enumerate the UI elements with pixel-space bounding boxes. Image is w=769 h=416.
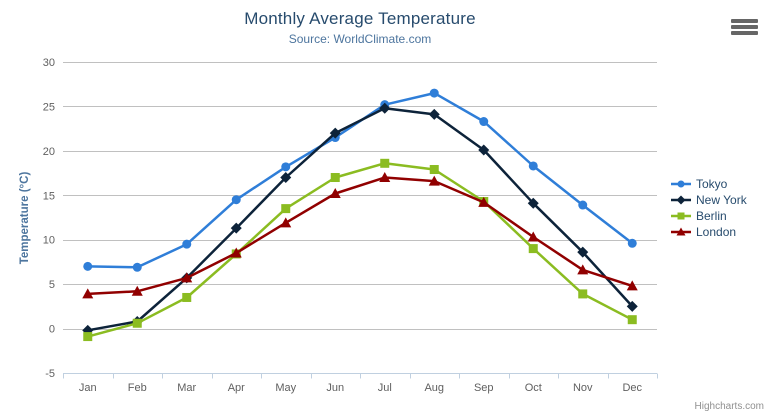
data-point-circle: [479, 117, 489, 127]
x-axis-tick-label: Aug: [424, 382, 444, 394]
legend-item-tokyo[interactable]: Tokyo: [671, 178, 747, 190]
chart-subtitle: Source: WorldClimate.com: [288, 32, 432, 46]
x-axis-tick-label: Mar: [177, 382, 196, 394]
data-point-triangle: [676, 227, 686, 236]
series-tokyo[interactable]: [83, 88, 637, 272]
y-axis-tick-label: 20: [43, 146, 55, 158]
legend-label: London: [696, 225, 737, 239]
legend-marker-square-icon: [671, 212, 691, 220]
data-point-triangle: [379, 172, 391, 183]
x-axis-tick-label: Jul: [378, 382, 392, 394]
x-axis-tick-label: May: [275, 382, 296, 394]
data-point-square: [578, 289, 588, 299]
data-point-circle: [578, 200, 588, 210]
data-point-diamond: [428, 108, 440, 120]
legend-marker-triangle-icon: [671, 227, 691, 236]
data-point-diamond: [280, 172, 292, 184]
legend-item-london[interactable]: London: [671, 226, 747, 238]
data-point-circle: [132, 262, 142, 272]
x-axis-tick-label: Jan: [79, 382, 97, 394]
data-point-triangle: [329, 188, 341, 199]
data-point-circle: [528, 161, 538, 171]
legend-item-berlin[interactable]: Berlin: [671, 210, 747, 222]
highcharts-credits-link[interactable]: Highcharts.com: [694, 401, 764, 412]
data-point-triangle: [527, 231, 539, 242]
data-point-circle: [182, 239, 192, 249]
hamburger-menu-icon: [731, 19, 758, 35]
y-axis-tick-label: 15: [43, 190, 55, 202]
y-axis-tick-label: 30: [43, 57, 55, 69]
data-point-triangle: [577, 264, 589, 275]
data-point-diamond: [577, 246, 589, 258]
data-point-square: [281, 204, 291, 214]
legend-label: Tokyo: [696, 177, 728, 191]
data-point-square: [528, 244, 538, 254]
data-point-triangle: [131, 285, 143, 296]
data-point-circle: [281, 162, 291, 172]
data-point-square: [429, 165, 439, 175]
series-line-berlin: [86, 162, 634, 338]
data-point-triangle: [626, 280, 638, 291]
data-point-square: [182, 292, 192, 302]
data-point-circle: [677, 180, 685, 188]
x-axis-tick-label: Sep: [474, 382, 494, 394]
series-line-london: [86, 176, 634, 296]
y-axis-tick-label: 0: [49, 324, 55, 336]
data-point-circle: [429, 88, 439, 98]
data-point-diamond: [478, 144, 490, 156]
legend-item-new-york[interactable]: New York: [671, 194, 747, 206]
data-point-diamond: [329, 127, 341, 139]
y-axis-tick-label: 10: [43, 235, 55, 247]
data-point-square: [677, 212, 685, 220]
data-point-circle: [627, 238, 637, 248]
export-menu-button[interactable]: [731, 19, 758, 35]
legend: Tokyo New York Berlin London: [671, 178, 747, 238]
data-point-diamond: [379, 102, 391, 114]
data-point-triangle: [82, 288, 94, 299]
data-point-triangle: [280, 217, 292, 228]
data-point-square: [330, 173, 340, 183]
legend-label: Berlin: [696, 209, 727, 223]
legend-marker-circle-icon: [671, 180, 691, 188]
data-point-diamond: [527, 197, 539, 209]
data-point-triangle: [478, 196, 490, 207]
x-axis-tick-label: Jun: [326, 382, 344, 394]
x-axis-tick-label: Nov: [573, 382, 593, 394]
legend-marker-diamond-icon: [671, 195, 691, 205]
y-axis-tick-label: 5: [49, 279, 55, 291]
data-point-diamond: [676, 195, 686, 205]
data-point-circle: [231, 195, 241, 205]
data-point-circle: [83, 261, 93, 271]
y-axis-tick-label: -5: [45, 368, 55, 380]
data-point-diamond: [230, 222, 242, 234]
series-line-new-york: [86, 106, 634, 332]
legend-label: New York: [696, 193, 747, 207]
series-line-tokyo: [86, 91, 634, 269]
data-point-diamond: [626, 300, 638, 312]
x-axis-tick-label: Oct: [525, 382, 542, 394]
series-london[interactable]: [82, 172, 638, 299]
y-axis-title: Temperature (°C): [19, 171, 31, 265]
x-axis-tick-label: Apr: [228, 382, 245, 394]
series-new-york[interactable]: [82, 102, 638, 336]
data-point-square: [132, 318, 142, 328]
x-axis-tick-label: Feb: [128, 382, 147, 394]
chart-title: Monthly Average Temperature: [244, 9, 476, 28]
data-point-triangle: [230, 247, 242, 258]
data-point-square: [627, 315, 637, 325]
data-point-square: [380, 158, 390, 168]
data-point-square: [83, 332, 93, 342]
y-axis-tick-label: 25: [43, 101, 55, 113]
data-point-triangle: [428, 175, 440, 186]
x-axis-tick-label: Dec: [622, 382, 642, 394]
data-point-triangle: [181, 272, 193, 283]
